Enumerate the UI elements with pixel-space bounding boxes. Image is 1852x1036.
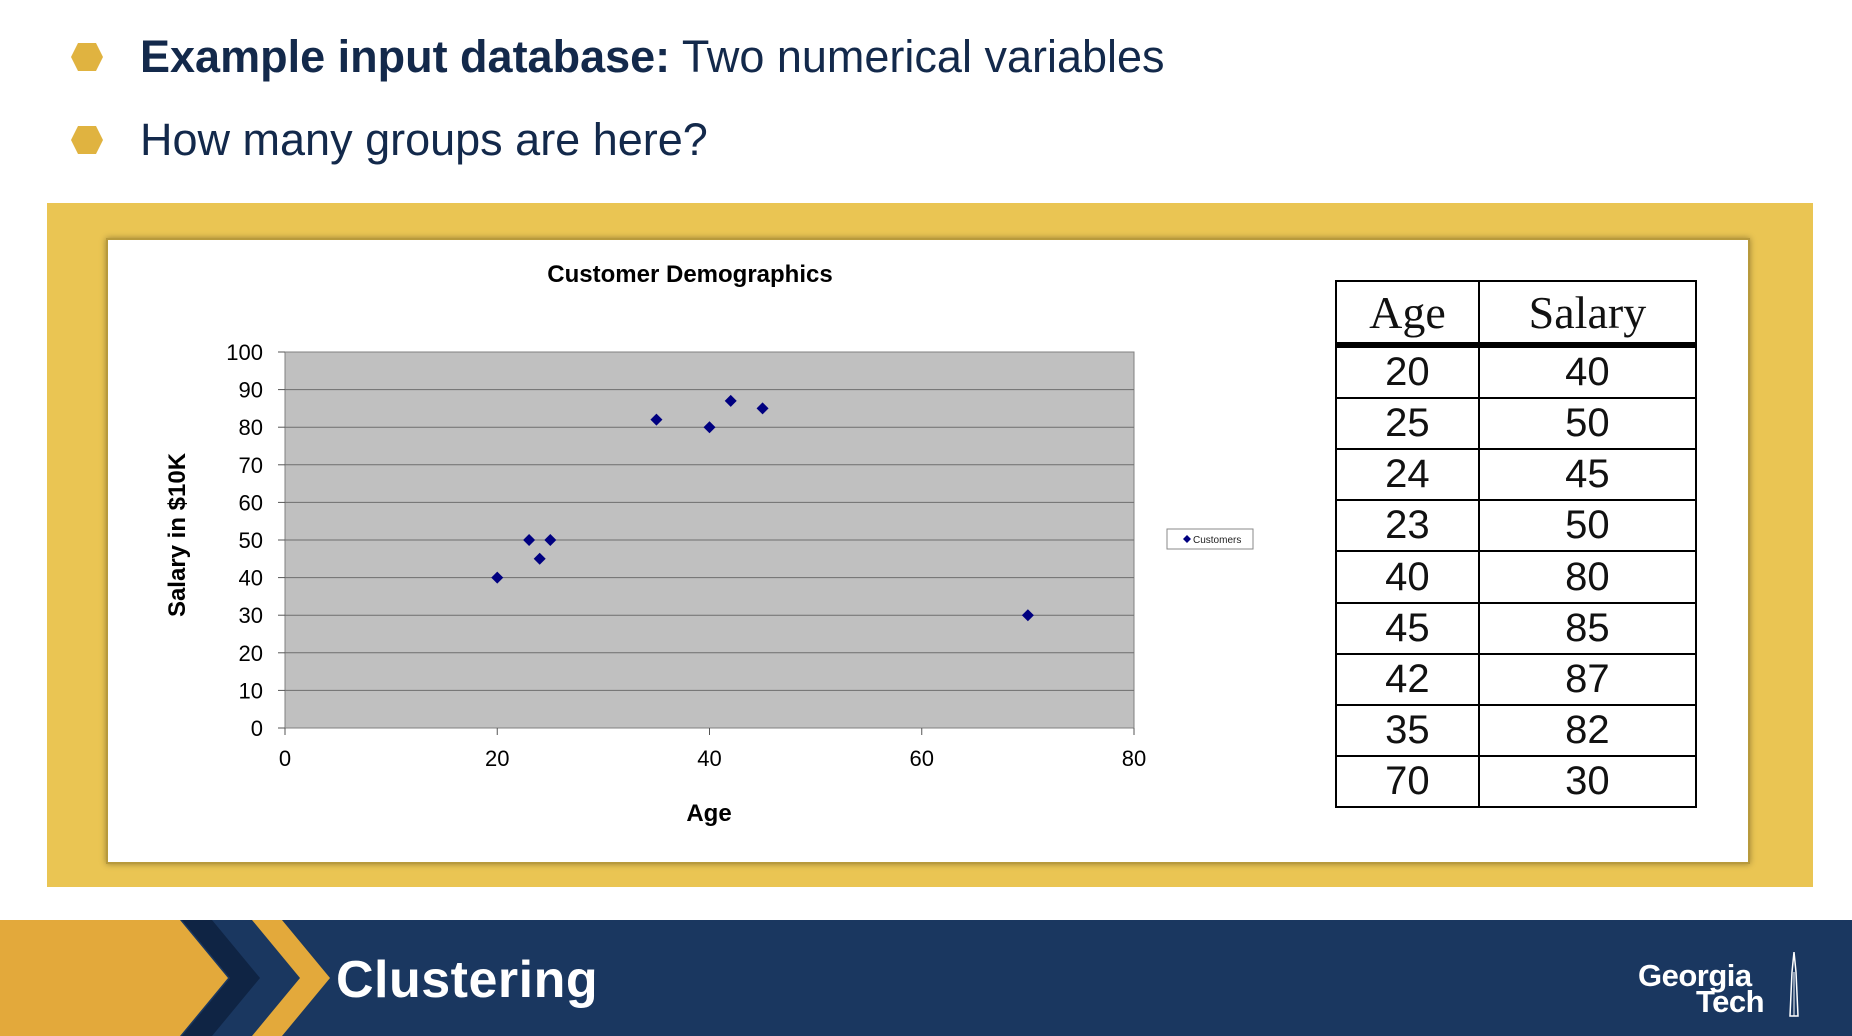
y-tick-label: 50	[239, 528, 263, 553]
table-row: 20 40	[1335, 343, 1698, 400]
x-tick-label: 20	[485, 746, 509, 771]
y-tick-label: 20	[239, 641, 263, 666]
cell-salary: 82	[1477, 703, 1698, 757]
table-row: 35 82	[1335, 703, 1698, 757]
data-point	[650, 413, 663, 426]
table-row: 42 87	[1335, 652, 1698, 706]
logo-line-2: Tech	[1696, 984, 1765, 1019]
y-tick-label: 70	[239, 453, 263, 478]
legend-box	[1166, 528, 1254, 550]
data-point	[1021, 609, 1034, 622]
legend-label: Customers	[1193, 535, 1241, 546]
cell-age: 45	[1335, 601, 1480, 655]
cell-salary: 50	[1477, 397, 1698, 451]
data-point	[491, 571, 504, 584]
y-tick-label: 80	[239, 415, 263, 440]
data-table: Age Salary 20 40 25 50 24 45 23 50 40 80 45 85…	[1335, 280, 1698, 809]
table-header-salary: Salary	[1477, 280, 1698, 348]
table-row: 24 45	[1335, 448, 1698, 502]
hexagon-bullet-icon	[71, 43, 103, 71]
y-tick-label: 10	[239, 678, 263, 703]
y-tick-label: 0	[251, 716, 263, 741]
y-tick-label: 60	[239, 490, 263, 515]
data-points	[491, 394, 1034, 622]
x-tick-label: 40	[697, 746, 721, 771]
x-tick-labels: 0 20 40 60 80	[279, 746, 1146, 771]
tower-icon	[1789, 952, 1799, 1017]
cell-age: 20	[1335, 343, 1480, 400]
data-point	[724, 394, 737, 407]
table-row: 23 50	[1335, 499, 1698, 553]
table-row: 40 80	[1335, 550, 1698, 604]
table-row: 70 30	[1335, 754, 1698, 809]
y-tick-label: 40	[239, 566, 263, 591]
table-row: 45 85	[1335, 601, 1698, 655]
cell-salary: 45	[1477, 448, 1698, 502]
cell-salary: 87	[1477, 652, 1698, 706]
cell-salary: 40	[1477, 343, 1698, 400]
data-point	[523, 534, 536, 546]
cell-salary: 50	[1477, 499, 1698, 553]
bullet-1: Example input database: Two numerical va…	[70, 27, 1165, 87]
cell-salary: 80	[1477, 550, 1698, 604]
y-tick-labels: 0 10 20 30 40 50 60 70 80 90 100	[226, 340, 263, 741]
cell-age: 40	[1335, 550, 1480, 604]
table-row: 25 50	[1335, 397, 1698, 451]
cell-age: 24	[1335, 448, 1480, 502]
footer-bar	[0, 920, 1852, 1036]
cell-age: 42	[1335, 652, 1480, 706]
cell-salary: 85	[1477, 601, 1698, 655]
data-point	[533, 552, 546, 565]
bullet-text: How many groups are here?	[140, 114, 708, 165]
x-axis-label: Age	[686, 800, 731, 827]
cell-age: 23	[1335, 499, 1480, 553]
legend-marker	[1183, 535, 1191, 543]
chevron-decoration-icon	[0, 920, 330, 1036]
bullet-text: Example input database: Two numerical va…	[140, 31, 1165, 82]
section-title: Clustering	[336, 951, 599, 1009]
logo-line-1: Georgia	[1638, 958, 1752, 993]
y-tick-label: 100	[226, 340, 263, 365]
cell-age: 70	[1335, 754, 1480, 809]
data-point	[756, 402, 769, 415]
cell-age: 25	[1335, 397, 1480, 451]
x-tick-label: 60	[910, 746, 934, 771]
hexagon-bullet-icon	[71, 126, 103, 154]
bullet-2: How many groups are here?	[70, 110, 708, 170]
georgia-tech-logo: Georgia Tech	[1638, 952, 1799, 1019]
cell-age: 35	[1335, 703, 1480, 757]
y-tick-label: 90	[239, 378, 263, 403]
y-axis-label: Salary in $10K	[164, 452, 191, 617]
legend: Customers	[1166, 528, 1254, 550]
chart-title: Customer Demographics	[547, 261, 832, 288]
table-header-age: Age	[1335, 280, 1480, 348]
cell-salary: 30	[1477, 754, 1698, 809]
table-header-row: Age Salary	[1335, 280, 1698, 348]
x-tick-label: 80	[1122, 746, 1146, 771]
x-tick-label: 0	[279, 746, 291, 771]
y-tick-label: 30	[239, 603, 263, 628]
data-point	[703, 421, 716, 434]
data-point	[544, 534, 557, 546]
